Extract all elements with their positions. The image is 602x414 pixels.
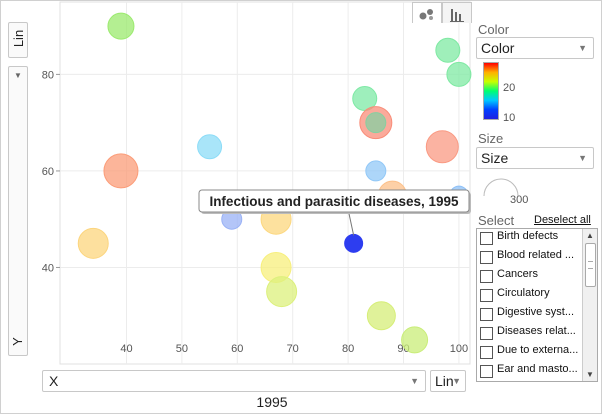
list-item-label: Cancers bbox=[497, 268, 538, 280]
y-variable-selector[interactable]: ▼ Y bbox=[8, 66, 28, 356]
scroll-down-icon[interactable]: ▼ bbox=[586, 370, 594, 379]
list-item[interactable]: Due to externa... bbox=[479, 343, 583, 362]
checkbox[interactable] bbox=[480, 308, 493, 321]
bubble[interactable] bbox=[366, 301, 396, 331]
bubble[interactable] bbox=[107, 12, 135, 40]
bubble[interactable] bbox=[365, 112, 387, 134]
checkbox[interactable] bbox=[480, 251, 493, 264]
bubble[interactable] bbox=[77, 227, 109, 259]
list-item-label: Ear and masto... bbox=[497, 363, 578, 375]
x-tick-label: 60 bbox=[231, 343, 243, 355]
x-tick-label: 70 bbox=[287, 343, 299, 355]
x-scale-selector[interactable]: Lin ▼ bbox=[430, 370, 466, 392]
chevron-down-icon: ▼ bbox=[578, 153, 587, 163]
x-tick-label: 80 bbox=[342, 343, 354, 355]
list-item[interactable]: Digestive syst... bbox=[479, 305, 583, 324]
list-item[interactable]: Diseases relat... bbox=[479, 324, 583, 343]
bar-chart-icon bbox=[450, 9, 464, 22]
y-selector-arrow-icon: ▼ bbox=[14, 71, 22, 80]
tooltip-pointer bbox=[348, 211, 355, 236]
bubble[interactable] bbox=[425, 130, 459, 164]
list-item[interactable]: Ear and masto... bbox=[479, 362, 583, 381]
y-tick-label: 40 bbox=[42, 262, 54, 274]
color-section-title: Color bbox=[478, 22, 510, 37]
size-dropdown-value: Size bbox=[481, 150, 509, 166]
list-item[interactable]: Blood related ... bbox=[479, 248, 583, 267]
checkbox[interactable] bbox=[480, 270, 493, 283]
x-tick-label: 50 bbox=[176, 343, 188, 355]
list-item[interactable]: Cancers bbox=[479, 267, 583, 286]
bubble[interactable] bbox=[197, 134, 223, 160]
y-scale-label: Lin bbox=[11, 29, 27, 48]
size-section-title: Size bbox=[478, 131, 504, 146]
select-section-title: Select bbox=[478, 213, 515, 228]
scroll-up-icon[interactable]: ▲ bbox=[586, 231, 594, 240]
bubble[interactable] bbox=[344, 233, 364, 253]
list-item-label: Birth defects bbox=[497, 230, 559, 242]
bubble-chart-tab[interactable] bbox=[412, 2, 442, 23]
list-item[interactable]: Circulatory bbox=[479, 286, 583, 305]
checkbox[interactable] bbox=[480, 289, 493, 302]
bubble[interactable] bbox=[435, 37, 461, 63]
bubble[interactable] bbox=[401, 326, 429, 354]
x-variable-selector[interactable]: X ▼ bbox=[42, 370, 426, 392]
size-dropdown[interactable]: Size ▼ bbox=[476, 147, 594, 169]
color-dropdown[interactable]: Color ▼ bbox=[476, 37, 594, 59]
tooltip-box bbox=[198, 189, 470, 213]
checkbox[interactable] bbox=[480, 232, 493, 245]
bubble[interactable] bbox=[103, 153, 139, 189]
y-scale-button[interactable]: Lin bbox=[8, 22, 28, 58]
bar-chart-tab[interactable] bbox=[442, 2, 472, 23]
color-scale-bar bbox=[483, 62, 499, 120]
list-item-label: Digestive syst... bbox=[497, 306, 575, 318]
grip-icon bbox=[588, 261, 593, 269]
scroll-thumb[interactable] bbox=[585, 243, 596, 287]
x-tick-label: 40 bbox=[120, 343, 132, 355]
select-list: Birth defects Blood related ... Cancers … bbox=[476, 228, 598, 382]
chevron-down-icon: ▼ bbox=[410, 376, 419, 386]
color-scale-tick: 10 bbox=[503, 112, 516, 124]
color-dropdown-value: Color bbox=[481, 40, 515, 56]
checkbox[interactable] bbox=[480, 365, 493, 378]
color-scale-tick: 20 bbox=[503, 82, 516, 94]
x-tick-label: 100 bbox=[450, 343, 468, 355]
list-item[interactable]: Birth defects bbox=[479, 229, 583, 248]
y-tick-label: 80 bbox=[42, 69, 54, 81]
deselect-all-link[interactable]: Deselect all bbox=[534, 214, 591, 226]
year-label: 1995 bbox=[256, 394, 288, 410]
bubble[interactable] bbox=[266, 276, 298, 308]
y-tick-label: 60 bbox=[42, 166, 54, 178]
bubble-chart-icon bbox=[419, 9, 433, 20]
list-scrollbar[interactable]: ▲ ▼ bbox=[582, 229, 597, 381]
bubble[interactable] bbox=[446, 61, 472, 87]
checkbox[interactable] bbox=[480, 327, 493, 340]
list-item-label: Blood related ... bbox=[497, 249, 575, 261]
chevron-down-icon: ▼ bbox=[578, 43, 587, 53]
checkbox[interactable] bbox=[480, 346, 493, 359]
chevron-down-icon: ▼ bbox=[452, 376, 461, 386]
size-legend-value: 300 bbox=[510, 194, 529, 206]
list-item-label: Circulatory bbox=[497, 287, 550, 299]
size-legend-circle bbox=[483, 178, 519, 197]
bubble[interactable] bbox=[365, 160, 387, 182]
x-selector-label: X bbox=[49, 373, 59, 389]
list-item-label: Due to externa... bbox=[497, 344, 579, 356]
x-scale-label: Lin bbox=[435, 373, 454, 389]
list-item-label: Diseases relat... bbox=[497, 325, 576, 337]
y-selector-label: Y bbox=[9, 337, 25, 346]
tooltip-text: Infectious and parasitic diseases, 1995 bbox=[209, 194, 459, 209]
